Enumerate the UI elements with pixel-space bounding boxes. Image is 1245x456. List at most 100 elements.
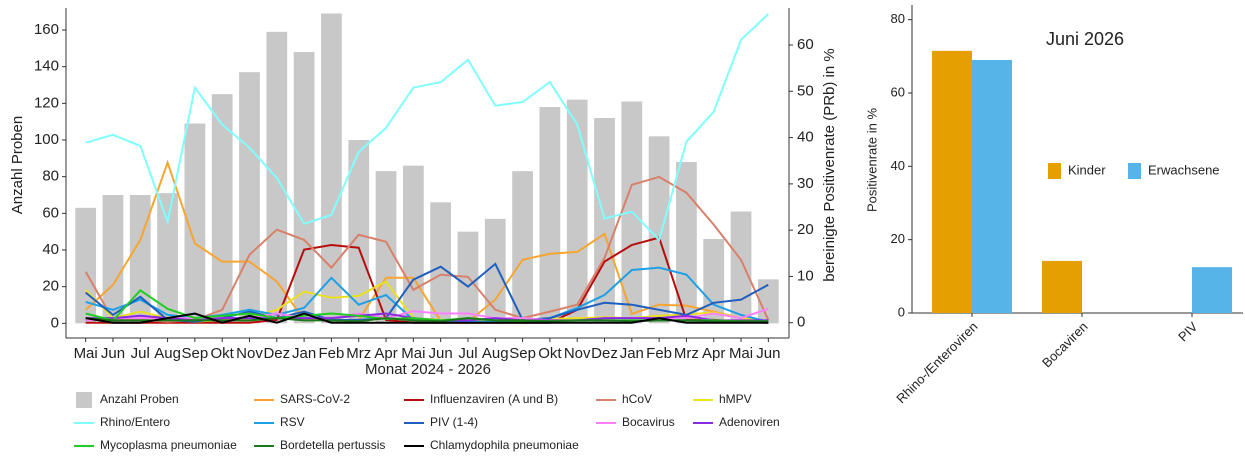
x-tick-label: Jan: [292, 345, 316, 362]
y-tick-label: 0: [898, 304, 905, 319]
bar: [348, 140, 370, 324]
y-tick-label: 100: [34, 131, 59, 148]
y2-tick-label: 30: [797, 175, 814, 192]
bar: [430, 202, 452, 324]
bar: [730, 211, 752, 324]
legend-label: Mycoplasma pneumoniae: [100, 438, 237, 452]
x-tick-label: Feb: [646, 345, 672, 362]
bar: [184, 123, 206, 324]
bar: [75, 207, 97, 324]
bar: [484, 218, 506, 324]
bar: [157, 193, 178, 324]
y-tick-label: 40: [891, 158, 905, 173]
x-tick-label: Nov: [564, 345, 591, 362]
line: [85, 159, 769, 323]
y-tick-label: 80: [891, 11, 905, 26]
y-tick-label: 120: [34, 94, 59, 111]
x-tick-label: Dez: [591, 345, 618, 362]
y2-tick-label: 10: [797, 267, 814, 284]
bar: [676, 162, 697, 324]
legend-label: Chlamydophila pneumoniae: [430, 438, 579, 452]
line: [85, 13, 769, 242]
bar: [1042, 260, 1082, 313]
legend-label: Rhino/Entero: [100, 415, 170, 429]
bar: [932, 50, 972, 313]
legend-label: hMPV: [719, 392, 752, 406]
legend-label: Bordetella pertussis: [280, 438, 385, 452]
x-tick-label: Dez: [263, 345, 290, 362]
legend-swatch: [76, 392, 92, 408]
x-tick-label: Jul: [131, 345, 150, 362]
x-tick-label: Jun: [429, 345, 453, 362]
x-tick-label: Mrz: [346, 345, 371, 362]
legend-label: Erwachsene: [1148, 162, 1220, 177]
legend-label: Bocavirus: [622, 415, 675, 429]
legend-label: PIV (1-4): [430, 415, 478, 429]
legend-swatch: [1048, 163, 1061, 179]
x-tick-label: Bocaviren: [1039, 319, 1090, 370]
x-tick-label: Mai: [401, 345, 425, 362]
y-tick-label: 60: [891, 84, 905, 99]
y-axis-label: Positivenrate in %: [864, 108, 879, 212]
bar: [594, 118, 615, 324]
y-tick-label: 0: [51, 314, 59, 331]
legend-swatch: [1128, 163, 1141, 179]
bar: [102, 195, 124, 324]
bar: [648, 136, 670, 324]
x-tick-label: Mrz: [674, 345, 699, 362]
bar: [211, 94, 233, 324]
legend-label: Influenzaviren (A und B): [430, 392, 558, 406]
y-tick-label: 140: [34, 58, 59, 75]
bar: [402, 165, 424, 324]
y-axis-label: Anzahl Proben: [9, 116, 26, 214]
line: [85, 317, 769, 323]
x-tick-label: Aug: [154, 345, 181, 362]
y2-tick-label: 40: [797, 129, 814, 146]
x-tick-label: Rhino-/Enteroviren: [893, 319, 980, 406]
bar: [239, 72, 260, 324]
y-tick-label: 80: [42, 168, 59, 185]
bar: [972, 60, 1012, 313]
y-tick-label: 60: [42, 204, 59, 221]
y2-tick-label: 50: [797, 82, 814, 99]
legend-label: Anzahl Proben: [100, 392, 179, 406]
x-tick-label: Mai: [729, 345, 753, 362]
y2-tick-label: 60: [797, 36, 814, 53]
x-tick-label: Okt: [538, 345, 562, 362]
y-tick-label: 40: [42, 241, 59, 258]
bar: [512, 171, 533, 324]
bar: [293, 52, 315, 324]
legend-label: SARS-CoV-2: [280, 392, 350, 406]
x-tick-label: Okt: [211, 345, 235, 362]
x-tick-label: Jul: [458, 345, 477, 362]
y-tick-label: 20: [42, 278, 59, 295]
x-tick-label: Sep: [509, 345, 536, 362]
x-tick-label: Nov: [236, 345, 263, 362]
legend-label: Kinder: [1068, 162, 1106, 177]
x-tick-label: Jun: [756, 345, 780, 362]
x-tick-label: Feb: [318, 345, 344, 362]
x-tick-label: Apr: [374, 345, 397, 362]
x-tick-label: Mai: [74, 345, 98, 362]
y-tick-label: 20: [891, 231, 905, 246]
bar: [757, 279, 779, 324]
bar: [1192, 267, 1232, 313]
bar: [566, 99, 588, 324]
legend-label: Adenoviren: [719, 415, 780, 429]
legend-label: hCoV: [622, 392, 652, 406]
x-tick-label: Jun: [101, 345, 125, 362]
y2-axis-label: bereinigte Positivenrate (PRb) in %: [821, 48, 838, 281]
legend-label: RSV: [280, 415, 305, 429]
x-axis-label: Monat 2024 - 2026: [365, 361, 491, 378]
y2-tick-label: 20: [797, 221, 814, 238]
x-tick-label: Sep: [182, 345, 209, 362]
x-tick-label: Aug: [482, 345, 509, 362]
annotation: Juni 2026: [1046, 29, 1124, 49]
y-tick-label: 160: [34, 21, 59, 38]
y2-tick-label: 0: [797, 314, 805, 331]
line: [85, 312, 769, 324]
x-tick-label: Jan: [620, 345, 644, 362]
x-tick-label: Apr: [702, 345, 725, 362]
